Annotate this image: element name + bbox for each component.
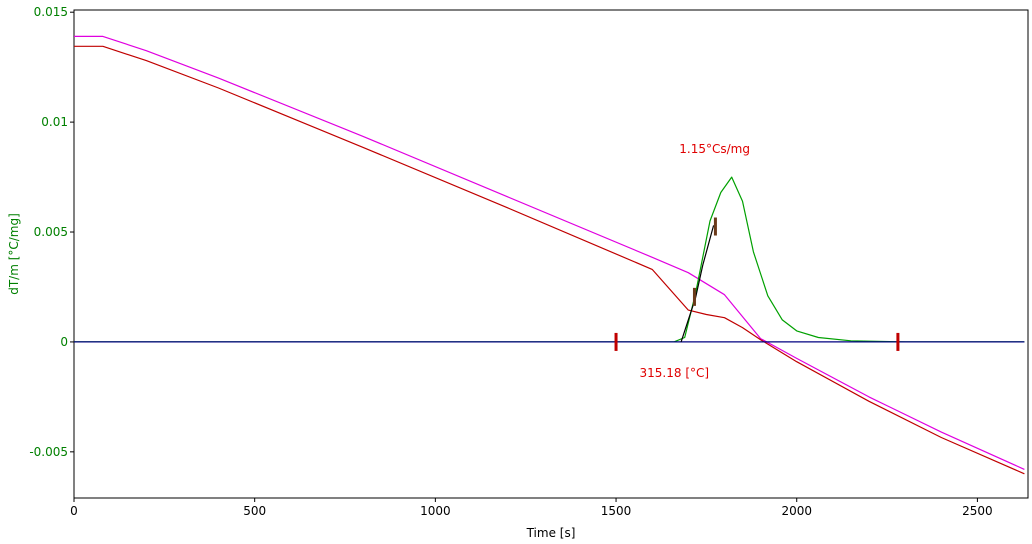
y-tick-label: 0.005 (34, 225, 68, 239)
series-line-0 (74, 35, 1025, 470)
x-tick-label: 1000 (420, 504, 451, 518)
marker-layer (614, 217, 900, 351)
x-axis-label: Time [s] (526, 526, 576, 540)
series-line-1 (74, 45, 1025, 475)
x-axis: 0 500 1000 1500 2000 2500 (70, 498, 993, 518)
annotation-label: 315.18 [°C] (640, 366, 710, 380)
plot-area-border (73, 9, 1029, 499)
y-axis: 0.015 0.01 0.005 0 -0.005 (29, 5, 74, 459)
x-tick-label: 0 (70, 504, 78, 518)
x-tick-label: 2000 (781, 504, 812, 518)
annotation-layer: 1.15°Cs/mg 315.18 [°C] (640, 142, 750, 380)
x-tick-label: 500 (243, 504, 266, 518)
range-marker (614, 332, 618, 351)
y-tick-label: 0 (60, 335, 68, 349)
plot-frame (73, 9, 1029, 499)
y-tick-label: -0.005 (29, 445, 68, 459)
annotation-label: 1.15°Cs/mg (679, 142, 750, 156)
y-axis-label: dT/m [°C/mg] (7, 213, 21, 295)
range-marker (713, 217, 717, 236)
range-marker (896, 332, 900, 351)
y-tick-label: 0.01 (41, 115, 68, 129)
series-line-2 (74, 176, 1025, 343)
x-tick-label: 1500 (601, 504, 632, 518)
series-layer (74, 35, 1025, 475)
y-tick-label: 0.015 (34, 5, 68, 19)
range-marker (692, 287, 696, 306)
x-tick-label: 2500 (962, 504, 993, 518)
